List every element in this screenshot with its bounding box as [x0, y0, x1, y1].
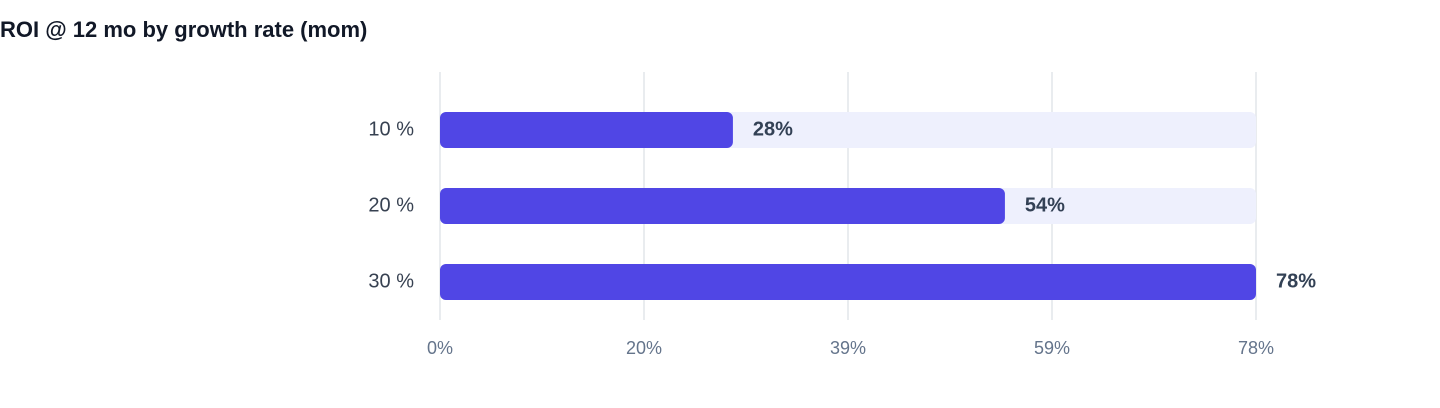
- value-label: 54%: [1025, 194, 1065, 216]
- y-tick-label: 10 %: [368, 118, 414, 140]
- value-label: 78%: [1276, 270, 1316, 292]
- y-tick-label: 20 %: [368, 194, 414, 216]
- value-label: 28%: [753, 118, 793, 140]
- x-tick-label: 39%: [830, 338, 866, 358]
- chart-title: ROI @ 12 mo by growth rate (mom): [0, 17, 367, 42]
- x-tick-label: 0%: [427, 338, 453, 358]
- bar: [440, 112, 733, 148]
- x-tick-label: 78%: [1238, 338, 1274, 358]
- x-tick-label: 59%: [1034, 338, 1070, 358]
- y-tick-label: 30 %: [368, 270, 414, 292]
- bar: [440, 264, 1256, 300]
- x-tick-label: 20%: [626, 338, 662, 358]
- bar: [440, 188, 1005, 224]
